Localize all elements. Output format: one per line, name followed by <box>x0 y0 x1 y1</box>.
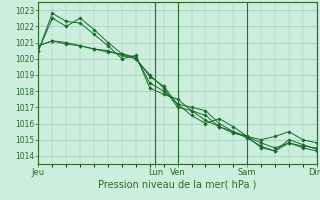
X-axis label: Pression niveau de la mer( hPa ): Pression niveau de la mer( hPa ) <box>99 180 257 190</box>
